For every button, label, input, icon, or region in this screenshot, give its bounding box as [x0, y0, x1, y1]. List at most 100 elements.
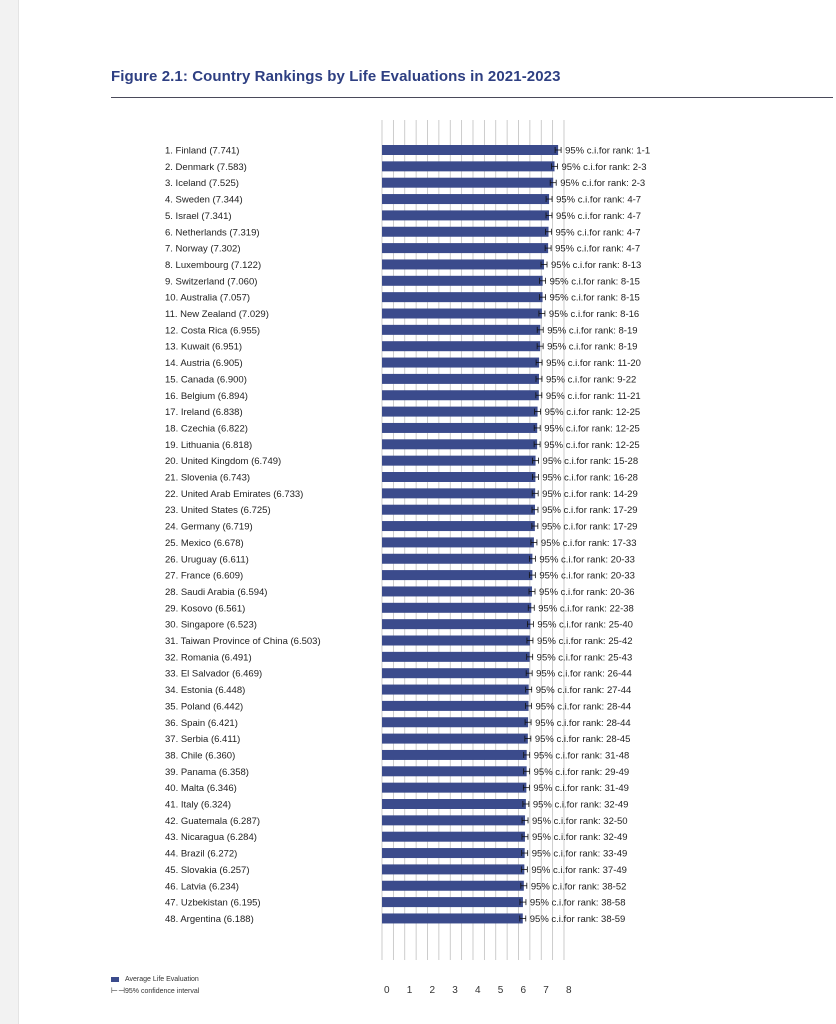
bar [382, 602, 532, 613]
country-label: 31. Taiwan Province of China (6.503) [165, 636, 321, 647]
country-label: 41. Italy (6.324) [165, 800, 231, 811]
country-label: 14. Austria (6.905) [165, 358, 243, 369]
bar [382, 439, 538, 450]
country-label: 8. Luxembourg (7.122) [165, 260, 261, 271]
x-tick-label: 8 [566, 985, 572, 996]
ci-rank-label: 95% c.i.for rank: 12-25 [544, 423, 640, 434]
ci-rank-label: 95% c.i.for rank: 31-48 [534, 750, 630, 761]
country-label: 40. Malta (6.346) [165, 783, 237, 794]
legend-label-average: Average Life Evaluation [125, 975, 199, 983]
bar [382, 357, 540, 368]
bar [382, 913, 523, 924]
ci-rank-label: 95% c.i.for rank: 8-13 [551, 260, 641, 271]
bar [382, 864, 525, 875]
x-tick-label: 2 [430, 985, 436, 996]
bar [382, 341, 541, 352]
country-label: 7. Norway (7.302) [165, 244, 241, 255]
ci-rank-label: 95% c.i.for rank: 4-7 [556, 211, 641, 222]
country-label: 3. Iceland (7.525) [165, 178, 239, 189]
ci-rank-label: 95% c.i.for rank: 38-59 [530, 914, 626, 925]
country-label: 35. Poland (6.442) [165, 701, 243, 712]
country-label: 20. United Kingdom (6.749) [165, 456, 281, 467]
bar [382, 668, 530, 679]
x-tick-label: 5 [498, 985, 504, 996]
country-label: 1. Finland (7.741) [165, 146, 239, 157]
ci-rank-label: 95% c.i.for rank: 25-40 [537, 620, 633, 631]
bar [382, 848, 525, 859]
bar [382, 504, 535, 515]
bar [382, 684, 529, 695]
ci-rank-label: 95% c.i.for rank: 8-15 [550, 276, 640, 287]
ci-rank-label: 95% c.i.for rank: 2-3 [562, 162, 647, 173]
bar [382, 488, 536, 499]
bar [382, 897, 523, 908]
legend-item-average: Average Life Evaluation [111, 973, 199, 985]
ci-rank-label: 95% c.i.for rank: 12-25 [544, 440, 640, 451]
ci-rank-label: 95% c.i.for rank: 8-15 [550, 293, 640, 304]
ci-rank-label: 95% c.i.for rank: 8-19 [547, 325, 637, 336]
x-tick-label: 1 [407, 985, 413, 996]
ci-rank-label: 95% c.i.for rank: 27-44 [536, 685, 632, 696]
ci-rank-label: 95% c.i.for rank: 16-28 [542, 473, 638, 484]
ci-rank-label: 95% c.i.for rank: 11-21 [546, 391, 641, 402]
bar [382, 275, 543, 286]
bar [382, 880, 524, 891]
bar [382, 553, 533, 564]
country-label: 5. Israel (7.341) [165, 211, 232, 222]
ci-rank-label: 95% c.i.for rank: 4-7 [556, 227, 641, 238]
bar [382, 521, 535, 532]
ci-rank-label: 95% c.i.for rank: 29-49 [534, 767, 630, 778]
bar [382, 390, 539, 401]
x-tick-label: 7 [543, 985, 549, 996]
country-label: 23. United States (6.725) [165, 505, 271, 516]
ci-rank-label: 95% c.i.for rank: 22-38 [538, 603, 634, 614]
country-label: 42. Guatemala (6.287) [165, 816, 260, 827]
bar [382, 815, 526, 826]
bar [382, 472, 536, 482]
legend-label-ci: 95% confidence interval [125, 987, 200, 995]
figure-title: Figure 2.1: Country Rankings by Life Eva… [111, 68, 561, 85]
bar [382, 570, 533, 581]
bar [382, 766, 527, 777]
country-label: 26. Uruguay (6.611) [165, 554, 249, 565]
ci-rank-label: 95% c.i.for rank: 28-44 [536, 701, 632, 712]
bar [382, 799, 526, 809]
x-tick-label: 4 [475, 985, 481, 996]
ci-rank-label: 95% c.i.for rank: 38-58 [530, 898, 626, 909]
ci-rank-label: 95% c.i.for rank: 25-42 [537, 636, 633, 647]
country-label: 48. Argentina (6.188) [165, 914, 254, 925]
country-label: 24. Germany (6.719) [165, 522, 253, 533]
country-label: 32. Romania (6.491) [165, 652, 252, 663]
bar [382, 537, 534, 548]
ci-rank-label: 95% c.i.for rank: 8-19 [547, 342, 637, 353]
country-label: 4. Sweden (7.344) [165, 195, 243, 206]
ci-rank-label: 95% c.i.for rank: 28-44 [535, 718, 631, 729]
bar [382, 406, 538, 417]
bar [382, 733, 528, 744]
country-label: 18. Czechia (6.822) [165, 423, 248, 434]
ci-rank-label: 95% c.i.for rank: 8-16 [549, 309, 639, 320]
country-label: 34. Estonia (6.448) [165, 685, 245, 696]
country-label: 19. Lithuania (6.818) [165, 440, 252, 451]
ci-rank-label: 95% c.i.for rank: 17-29 [542, 505, 638, 516]
ci-rank-label: 95% c.i.for rank: 12-25 [545, 407, 641, 418]
bar [382, 373, 539, 384]
ci-rank-label: 95% c.i.for rank: 1-1 [565, 146, 650, 157]
country-label: 29. Kosovo (6.561) [165, 603, 245, 614]
legend: Average Life Evaluation ⊢⊣ 95% confidenc… [111, 973, 199, 997]
bar [382, 635, 530, 646]
ci-rank-label: 95% c.i.for rank: 15-28 [543, 456, 639, 467]
ci-rank-label: 95% c.i.for rank: 20-33 [539, 554, 635, 565]
ci-rank-label: 95% c.i.for rank: 32-50 [532, 816, 628, 827]
bar [382, 324, 541, 335]
bar [382, 194, 550, 205]
bar [382, 177, 554, 188]
bar [382, 831, 525, 842]
country-label: 36. Spain (6.421) [165, 718, 238, 729]
bar [382, 782, 527, 793]
country-label: 33. El Salvador (6.469) [165, 669, 262, 680]
ci-rank-label: 95% c.i.for rank: 20-33 [539, 571, 635, 582]
x-tick-label: 0 [384, 985, 390, 996]
bar [382, 226, 549, 237]
